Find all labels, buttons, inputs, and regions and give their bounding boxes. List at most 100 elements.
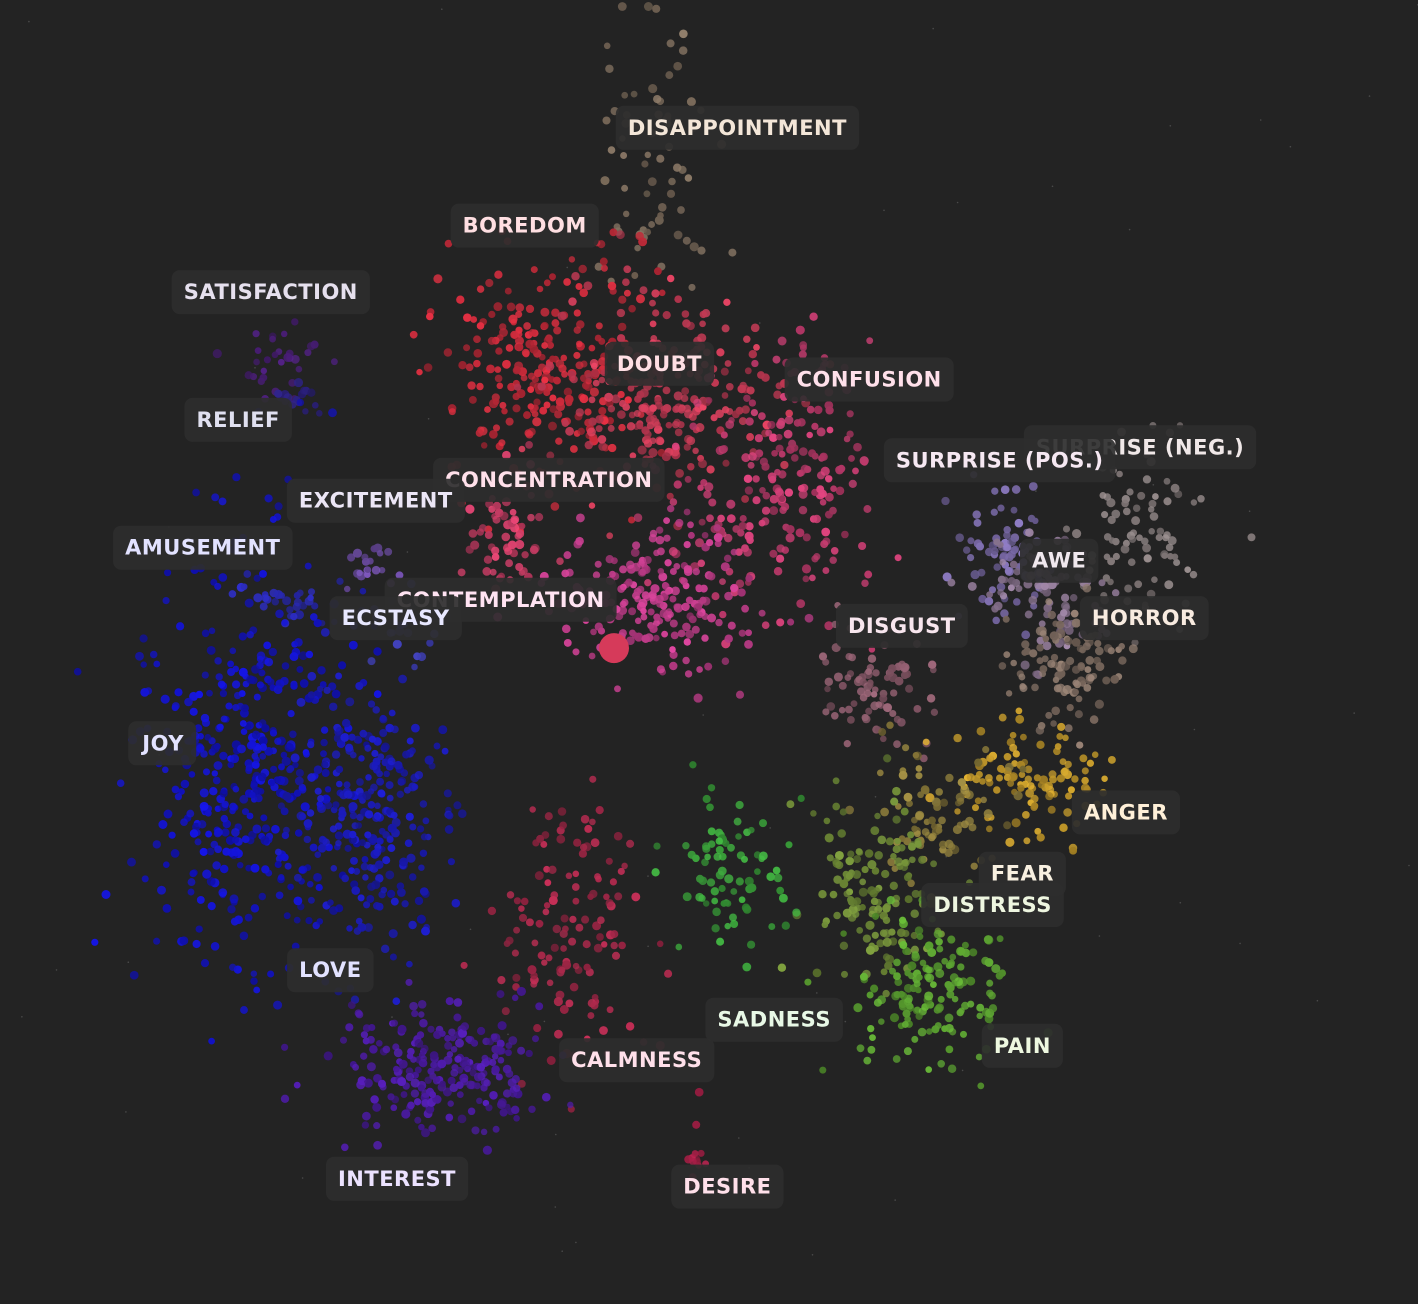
point-confusion <box>725 420 735 429</box>
point-joy <box>246 630 254 639</box>
point-confusion <box>806 405 815 414</box>
point-joy <box>202 768 211 776</box>
point-joy <box>284 862 292 870</box>
point-love <box>445 811 454 820</box>
point-anger <box>1020 733 1027 741</box>
point-love <box>348 830 357 839</box>
point-joy <box>200 713 210 723</box>
point-amusement <box>293 592 301 599</box>
point-relief <box>311 401 319 409</box>
point-boredom <box>493 302 503 312</box>
point-love <box>397 888 406 897</box>
label-love: LOVE <box>287 948 374 993</box>
point-boredom <box>423 363 433 372</box>
point-amusement <box>261 594 270 603</box>
point-pain <box>946 990 955 999</box>
point-interest <box>507 1078 517 1088</box>
point-interest <box>427 1067 435 1075</box>
point-sadness <box>716 937 725 946</box>
point-love <box>405 812 414 821</box>
point-joy <box>188 771 196 778</box>
point-joy <box>171 704 179 712</box>
point-boredom <box>487 336 496 345</box>
point-disgust <box>870 701 880 711</box>
point-pain <box>898 916 907 924</box>
point-boredom <box>579 288 589 298</box>
point-boredom <box>433 274 443 284</box>
point-disgust <box>843 740 851 748</box>
point-sadness <box>773 873 783 883</box>
point-amusement <box>304 596 314 606</box>
point-boredom <box>515 343 524 352</box>
label-desire: DESIRE <box>671 1164 784 1209</box>
point-surprise-neg <box>1152 493 1159 500</box>
point-contemplation <box>669 650 678 659</box>
label-text: RELIEF <box>196 408 279 432</box>
point-disappointment <box>666 39 675 48</box>
point-distress <box>883 754 892 763</box>
point-distress <box>910 931 918 940</box>
point-surprise-neg <box>1132 504 1141 512</box>
point-surprise-neg <box>1143 554 1152 563</box>
point-calmness <box>511 949 519 957</box>
point-calmness <box>506 891 515 899</box>
point-pain <box>886 896 895 905</box>
point-horror <box>1005 690 1013 697</box>
point-contemplation <box>647 608 655 616</box>
point-boredom <box>492 424 501 432</box>
point-confusion <box>717 514 725 523</box>
point-doubt <box>627 384 635 392</box>
point-fear <box>930 823 938 830</box>
point-joy <box>328 408 337 418</box>
point-disappointment <box>668 177 676 186</box>
point-confusion <box>830 485 837 493</box>
point-contemplation <box>590 628 597 636</box>
point-joy <box>289 730 297 739</box>
point-love <box>406 853 416 863</box>
point-love <box>386 835 394 844</box>
point-horror <box>1019 684 1028 693</box>
point-joy <box>227 660 235 668</box>
point-surprise-pos <box>1032 517 1039 525</box>
background-speck <box>844 1020 847 1023</box>
point-sadness <box>724 922 731 930</box>
point-horror <box>1076 741 1084 749</box>
point-joy <box>192 488 200 497</box>
point-fear <box>1013 791 1023 801</box>
point-disappointment <box>682 236 691 245</box>
point-interest <box>480 1128 488 1136</box>
point-excitement <box>366 557 374 565</box>
point-satisfaction <box>283 352 293 363</box>
label-satisfaction: SATISFACTION <box>171 270 370 315</box>
point-interest <box>413 1098 422 1106</box>
point-love <box>332 801 340 809</box>
point-disappointment <box>600 176 610 186</box>
point-doubt <box>692 447 699 455</box>
point-awe <box>1111 589 1120 597</box>
point-surprise-neg <box>1107 578 1114 586</box>
label-horror: HORROR <box>1079 596 1209 641</box>
point-pain <box>911 952 921 962</box>
label-distress: DISTRESS <box>921 883 1064 927</box>
point-love <box>372 813 381 822</box>
point-confusion <box>708 498 717 507</box>
point-love <box>331 750 341 759</box>
point-disgust <box>879 694 888 703</box>
point-joy <box>196 895 205 904</box>
point-disgust <box>856 687 866 696</box>
point-amusement <box>307 588 316 596</box>
point-interest <box>467 1107 476 1116</box>
background-speck <box>1259 119 1262 121</box>
point-joy <box>189 707 198 716</box>
point-joy <box>251 730 261 740</box>
point-joy <box>244 913 253 922</box>
point-anger <box>1009 743 1018 752</box>
point-interest <box>449 1034 457 1042</box>
point-doubt <box>662 311 671 320</box>
point-boredom <box>575 340 583 348</box>
point-contemplation <box>655 535 665 545</box>
point-pain <box>893 958 901 967</box>
point-interest <box>401 1109 411 1119</box>
point-boredom <box>569 445 578 453</box>
point-surprise-neg <box>1128 535 1137 543</box>
